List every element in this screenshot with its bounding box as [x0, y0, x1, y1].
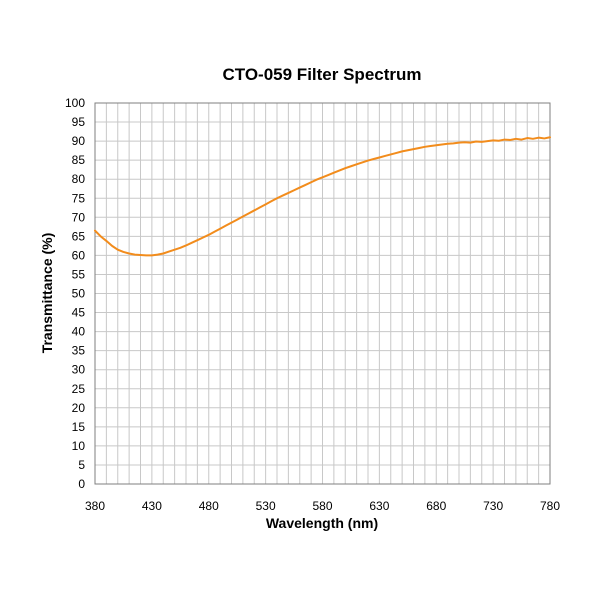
x-tick-label: 530	[256, 499, 276, 513]
y-tick-label: 10	[72, 439, 86, 453]
y-tick-label: 35	[72, 344, 86, 358]
x-tick-label: 430	[142, 499, 162, 513]
x-tick-label: 630	[369, 499, 389, 513]
y-tick-label: 45	[72, 306, 86, 320]
y-tick-label: 50	[72, 287, 86, 301]
y-tick-label: 30	[72, 363, 86, 377]
y-tick-label: 15	[72, 420, 86, 434]
x-tick-label: 380	[85, 499, 105, 513]
x-axis-ticks: 380 430 480 530 580 630 680 730 780	[85, 499, 560, 513]
y-tick-label: 25	[72, 382, 86, 396]
y-tick-label: 80	[72, 172, 86, 186]
x-tick-label: 480	[199, 499, 219, 513]
y-tick-label: 90	[72, 134, 86, 148]
y-tick-label: 95	[72, 115, 86, 129]
x-tick-label: 780	[540, 499, 560, 513]
y-tick-label: 0	[78, 477, 85, 491]
y-axis-ticks: 0 5 10 15 20 25 30 35 40 45 50 55 60 65 70 75 80 85 90 95 10…	[65, 96, 85, 491]
series-line-0	[94, 136, 551, 257]
x-tick-label: 730	[483, 499, 503, 513]
x-tick-label: 680	[426, 499, 446, 513]
y-tick-label: 40	[72, 325, 86, 339]
y-tick-label: 55	[72, 267, 86, 281]
y-tick-label: 5	[78, 458, 85, 472]
y-tick-label: 75	[72, 191, 86, 205]
y-tick-label: 60	[72, 248, 86, 262]
y-tick-label: 65	[72, 229, 86, 243]
y-tick-label: 20	[72, 401, 86, 415]
y-tick-label: 100	[65, 96, 85, 110]
x-axis-label: Wavelength (nm)	[266, 515, 378, 531]
y-axis-label: Transmittance (%)	[39, 233, 55, 354]
plot-area-frame	[94, 102, 551, 485]
y-tick-label: 85	[72, 153, 86, 167]
series-layer	[94, 136, 551, 257]
y-tick-label: 70	[72, 210, 86, 224]
chart-title: CTO-059 Filter Spectrum	[222, 65, 421, 84]
x-tick-label: 580	[312, 499, 332, 513]
grid	[95, 103, 550, 484]
